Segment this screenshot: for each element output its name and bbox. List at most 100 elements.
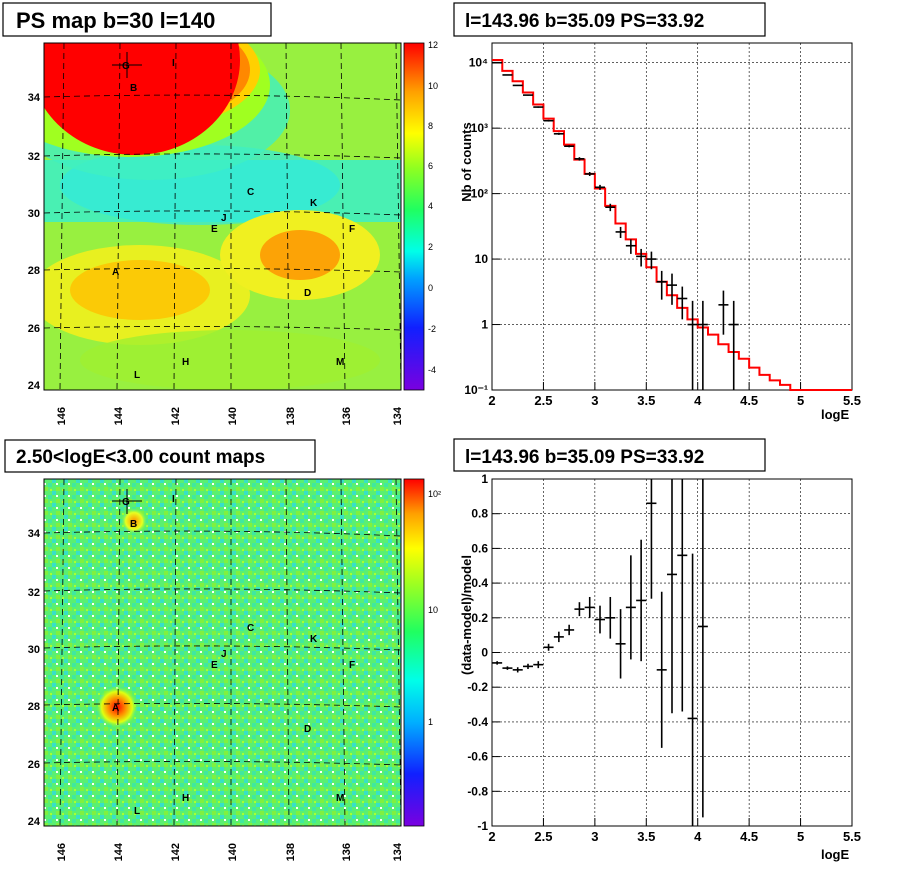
- spectrum-x-tick-label: 3.5: [637, 393, 655, 408]
- residual-x-tick-label: 5: [797, 829, 804, 844]
- spectrum-panel: l=143.96 b=35.09 PS=33.92 logE Nb of cou…: [449, 0, 898, 435]
- ps-map-title: PS map b=30 l=140: [16, 8, 215, 33]
- x-tick-label: 138: [285, 843, 297, 861]
- residual-y-tick-label: 0.4: [471, 576, 488, 590]
- x-tick-label: 140: [227, 407, 239, 425]
- residual-x-tick-label: 2.5: [534, 829, 552, 844]
- source-label-e: E: [211, 224, 218, 235]
- source-label-a: A: [112, 703, 119, 714]
- count-map-colorbar: [403, 478, 425, 827]
- source-label-a: A: [112, 267, 119, 278]
- residual-y-tick-label: -1: [477, 819, 488, 833]
- y-tick-label: 28: [28, 701, 40, 713]
- x-tick-label: 140: [227, 843, 239, 861]
- spectrum-x-tick-label: 3: [591, 393, 598, 408]
- source-g-crosshair-2: [112, 489, 142, 514]
- source-label-l: L: [134, 806, 140, 817]
- x-tick-label: 144: [113, 842, 125, 861]
- ps-map-title-box: [2, 2, 272, 37]
- residual-y-tick-label: 0.2: [471, 611, 488, 625]
- residual-y-tick-label: -0.6: [467, 750, 488, 764]
- count-map-title: 2.50<logE<3.00 count maps: [16, 447, 265, 468]
- source-label-f: F: [349, 224, 355, 235]
- source-label-m: M: [336, 793, 344, 804]
- spectrum-x-tick-label: 2: [488, 393, 495, 408]
- y-tick-label: 32: [28, 151, 40, 163]
- x-tick-label: 138: [285, 407, 297, 425]
- spectrum-xlabel: logE: [821, 407, 849, 422]
- x-tick-label: 146: [56, 407, 68, 425]
- residual-panel: l=143.96 b=35.09 PS=33.92 logE (data-mod…: [449, 435, 898, 871]
- source-g-crosshair: [112, 52, 142, 78]
- count-map-background: [44, 479, 401, 826]
- spectrum-chart: l=143.96 b=35.09 PS=33.92 logE Nb of cou…: [453, 2, 861, 422]
- count-map-title-box: [4, 439, 316, 473]
- spectrum-y-tick-label: 10⁻¹: [464, 383, 488, 397]
- colorbar-tick-label: 2: [428, 242, 433, 252]
- source-label-b: B: [130, 83, 137, 94]
- source-label-c: C: [247, 187, 254, 198]
- y-tick-label: 34: [28, 92, 41, 104]
- model-histogram: [492, 58, 852, 391]
- residual-y-tick-label: 0.6: [471, 541, 488, 555]
- x-tick-label: 146: [56, 843, 68, 861]
- spectrum-x-tick-label: 4.5: [740, 393, 758, 408]
- source-a-hotspot: [95, 685, 139, 729]
- spectrum-y-tick-label: 10: [475, 252, 489, 266]
- source-label-m: M: [336, 357, 344, 368]
- count-map-panel: 2.50<logE<3.00 count maps: [0, 435, 449, 871]
- source-label-k: K: [310, 634, 318, 645]
- spectrum-y-tick-label: 10³: [471, 121, 488, 135]
- colorbar-tick-label: 1: [428, 717, 433, 727]
- source-label-e: E: [211, 660, 218, 671]
- x-tick-label: 142: [170, 843, 182, 861]
- x-tick-label: 136: [341, 407, 353, 425]
- source-label-l: L: [134, 370, 140, 381]
- colorbar-tick-label: 8: [428, 121, 433, 131]
- source-label-h: H: [182, 793, 189, 804]
- residual-y-tick-label: -0.4: [467, 715, 488, 729]
- bright-source-blob: [44, 43, 240, 155]
- residual-y-tick-label: 0: [481, 646, 488, 660]
- y-tick-label: 28: [28, 265, 40, 277]
- residual-x-tick-label: 2: [488, 829, 495, 844]
- ps-map: PS map b=30 l=140: [2, 2, 438, 425]
- spectrum-y-tick-label: 10²: [471, 187, 488, 201]
- residual-x-tick-label: 3: [591, 829, 598, 844]
- colorbar-tick-label: 6: [428, 161, 433, 171]
- y-tick-label: 34: [28, 528, 41, 540]
- x-tick-label: 144: [113, 406, 125, 425]
- colorbar-tick-label: 10: [428, 81, 438, 91]
- residual-chart: l=143.96 b=35.09 PS=33.92 logE (data-mod…: [453, 438, 861, 862]
- source-label-i: I: [172, 494, 175, 505]
- ps-map-grid: [44, 43, 401, 390]
- y-tick-label: 24: [28, 816, 41, 828]
- spectrum-plot-area: [491, 42, 853, 391]
- residual-title-box: [453, 438, 766, 472]
- ps-map-panel: PS map b=30 l=140: [0, 0, 449, 435]
- spectrum-title-box: [453, 2, 766, 37]
- y-tick-label: 30: [28, 644, 40, 656]
- ps-map-colorbar: [403, 42, 425, 391]
- y-tick-label: 26: [28, 323, 40, 335]
- x-tick-label: 134: [392, 406, 404, 425]
- colorbar-tick-label: 12: [428, 40, 438, 50]
- spectrum-y-tick-label: 1: [481, 318, 488, 332]
- residual-ylabel: (data-model)/model: [459, 555, 474, 675]
- y-tick-label: 32: [28, 587, 40, 599]
- source-label-g: G: [122, 497, 130, 508]
- spectrum-ylabel: Nb of counts: [459, 122, 474, 201]
- residual-y-tick-label: -0.8: [467, 784, 488, 798]
- residual-xlabel: logE: [821, 847, 849, 862]
- residual-x-tick-label: 5.5: [843, 829, 861, 844]
- y-tick-label: 24: [28, 380, 41, 392]
- source-label-k: K: [310, 198, 318, 209]
- residual-y-tick-label: -0.2: [467, 680, 488, 694]
- spectrum-title: l=143.96 b=35.09 PS=33.92: [465, 11, 704, 32]
- source-label-j: J: [221, 213, 227, 224]
- source-label-g: G: [122, 61, 130, 72]
- x-tick-label: 134: [392, 842, 404, 861]
- source-label-i: I: [172, 58, 175, 69]
- colorbar-tick-label: -2: [428, 324, 436, 334]
- y-tick-label: 26: [28, 759, 40, 771]
